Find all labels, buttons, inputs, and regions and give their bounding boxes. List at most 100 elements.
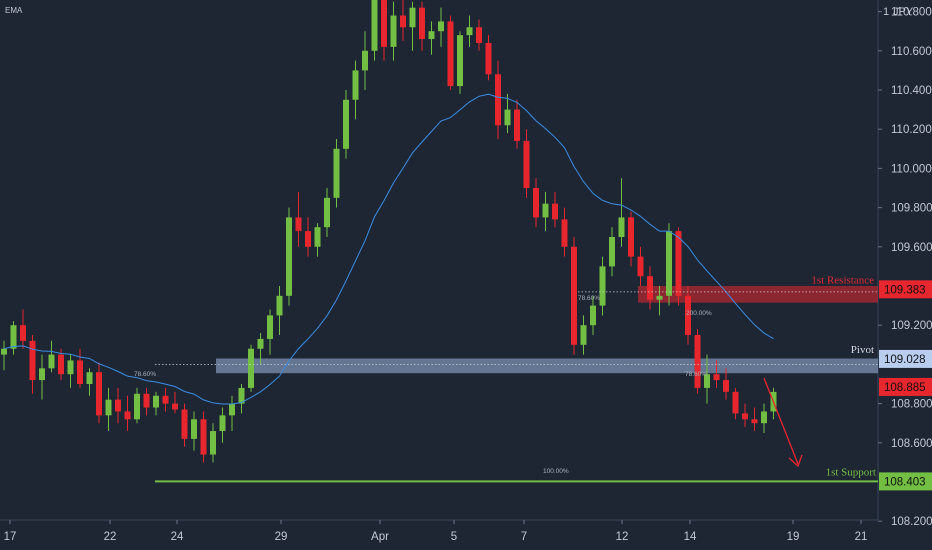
- candle-up: [86, 372, 93, 384]
- fib-label: 200.00%: [686, 310, 712, 317]
- support-price-tag: [879, 472, 932, 491]
- y-tick-label: 109.600: [891, 242, 932, 254]
- y-tick-label: 110.800: [891, 7, 932, 19]
- candle-up: [286, 217, 292, 296]
- candle-up: [276, 295, 283, 316]
- arrow-shaft: [763, 377, 799, 465]
- x-tick-label: 22: [104, 531, 117, 543]
- candlesticks: [1, 0, 777, 463]
- resistance-label: 1st Resistance: [811, 274, 874, 286]
- candle-up: [409, 7, 416, 28]
- candle-up: [248, 348, 254, 388]
- x-tick-label: 5: [451, 531, 457, 543]
- symbol-label: JPY: [893, 6, 914, 18]
- y-tick-label: 110.600: [891, 46, 932, 58]
- x-tick-label: 19: [787, 531, 800, 543]
- arrow-head: [788, 454, 803, 468]
- candle-down: [419, 7, 425, 40]
- candle-up: [67, 360, 74, 375]
- pivot-label: Pivot: [851, 344, 874, 356]
- support-label: 1st Support: [826, 466, 876, 478]
- candle-up: [761, 411, 767, 424]
- y-tick-label: 108.200: [891, 516, 932, 528]
- candle-up: [371, 0, 378, 51]
- y-tick-label: 108.800: [891, 399, 932, 411]
- candle-down: [514, 109, 520, 141]
- current-price-tag: [879, 377, 932, 396]
- candle-up: [324, 197, 330, 228]
- candle-down: [523, 140, 530, 188]
- x-axis: 17 22 24 29 Apr 5 7 12 14 19 21: [4, 520, 868, 543]
- candle-up: [191, 419, 197, 439]
- candle-up: [580, 325, 587, 345]
- x-tick-label: 29: [275, 531, 288, 543]
- candle-down: [400, 15, 406, 28]
- candle-up: [267, 315, 273, 339]
- y-tick-label: 108.600: [891, 438, 932, 450]
- candle-up: [105, 399, 112, 416]
- candle-up: [210, 431, 216, 455]
- level-lines: 78.60% 78.60% 200.00% 78.60% 100.00% 1st Resi…: [134, 274, 878, 483]
- ema-line: [3, 93, 774, 405]
- candle-up: [352, 70, 359, 100]
- x-tick-label: 17: [4, 531, 17, 543]
- candle-up: [618, 217, 625, 237]
- current-price-tag-text: 108.885: [884, 382, 926, 394]
- candle-down: [647, 276, 653, 300]
- candle-up: [1, 348, 7, 355]
- candle-up: [219, 415, 226, 432]
- fib-label: 78.60%: [685, 371, 707, 378]
- candle-up: [134, 393, 140, 420]
- level-zones: [216, 286, 878, 374]
- candle-up: [542, 203, 549, 218]
- candle-up: [238, 387, 245, 404]
- y-tick-label: 109.200: [891, 320, 932, 332]
- candle-down: [295, 217, 302, 232]
- pivot-price-tag-text: 109.028: [884, 354, 926, 366]
- x-tick-label: 7: [521, 531, 527, 543]
- candle-up: [428, 31, 435, 40]
- price-tags: 109.383 109.028 108.885 108.403: [879, 280, 932, 491]
- candle-down: [447, 21, 454, 87]
- pivot-price-tag: [879, 349, 932, 368]
- candle-up: [10, 325, 17, 349]
- grid: [0, 0, 879, 521]
- candle-down: [561, 219, 568, 247]
- candle-down: [685, 295, 691, 335]
- x-tick-label: Apr: [371, 531, 389, 543]
- projection-arrow: [763, 377, 803, 468]
- candle-down: [162, 395, 169, 404]
- candle-up: [599, 266, 606, 306]
- candle-down: [29, 340, 36, 381]
- candle-up: [229, 403, 235, 416]
- candle-down: [181, 409, 188, 439]
- fib-label: 78.60%: [134, 371, 156, 378]
- y-tick-label: 110.400: [891, 85, 932, 97]
- candle-down: [58, 354, 64, 375]
- x-tick-label: 21: [855, 531, 868, 543]
- candle-down: [713, 374, 720, 381]
- fib-label: 100.00%: [543, 468, 569, 475]
- candle-down: [96, 372, 102, 416]
- candle-down: [637, 256, 644, 277]
- candle-down: [694, 335, 701, 388]
- candle-down: [571, 246, 577, 345]
- fib-label: 78.60%: [578, 295, 600, 302]
- candle-down: [495, 74, 501, 126]
- candle-down: [732, 391, 739, 414]
- candle-up: [457, 35, 463, 87]
- candle-down: [675, 231, 682, 296]
- resistance-price-tag-text: 109.383: [884, 284, 926, 296]
- candle-up: [609, 237, 615, 267]
- candle-up: [257, 338, 264, 349]
- x-tick-label: 24: [171, 531, 184, 543]
- candle-up: [504, 109, 511, 126]
- candle-up: [656, 295, 663, 300]
- candle-down: [172, 403, 178, 410]
- candle-down: [381, 0, 387, 47]
- candle-up: [39, 368, 45, 381]
- symbol-prefix: 1: [883, 6, 889, 18]
- candle-up: [343, 99, 349, 149]
- candle-down: [751, 419, 758, 424]
